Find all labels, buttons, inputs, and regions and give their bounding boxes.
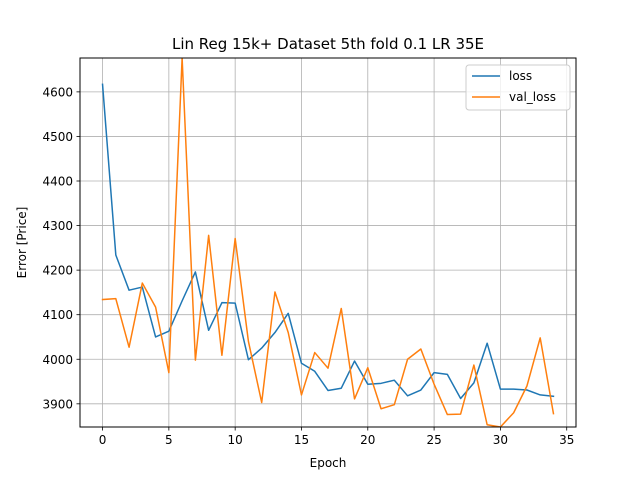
chart-title: Lin Reg 15k+ Dataset 5th fold 0.1 LR 35E: [172, 35, 484, 53]
x-axis-label: Epoch: [310, 456, 347, 470]
series-lines: [101, 58, 555, 427]
x-tick-label: 20: [360, 433, 375, 447]
y-axis-label: Error [Price]: [15, 207, 29, 279]
series-line-loss: [101, 83, 555, 400]
legend-label-loss: loss: [509, 69, 532, 83]
y-axis-ticks: 3900 4000 4100 4200 4300 4400 4500 4600: [42, 85, 80, 411]
legend: loss val_loss: [465, 64, 571, 111]
y-tick-label: 3900: [42, 397, 73, 411]
legend-label-val-loss: val_loss: [509, 90, 556, 104]
series-line-val-loss: [101, 58, 555, 427]
plot-area-frame: [79, 57, 577, 428]
x-tick-label: 25: [426, 433, 441, 447]
x-tick-label: 15: [294, 433, 309, 447]
y-tick-label: 4600: [42, 85, 73, 99]
grid: [80, 58, 576, 427]
x-tick-label: 30: [493, 433, 508, 447]
y-tick-label: 4300: [42, 219, 73, 233]
x-tick-label: 35: [559, 433, 574, 447]
x-tick-label: 10: [228, 433, 243, 447]
y-tick-label: 4000: [42, 353, 73, 367]
y-tick-label: 4200: [42, 264, 73, 278]
x-tick-label: 0: [99, 433, 107, 447]
y-tick-label: 4500: [42, 130, 73, 144]
y-tick-label: 4100: [42, 308, 73, 322]
x-tick-label: 5: [165, 433, 173, 447]
x-axis-ticks: 0 5 10 15 20 25 30 35: [99, 427, 574, 447]
y-tick-label: 4400: [42, 175, 73, 189]
